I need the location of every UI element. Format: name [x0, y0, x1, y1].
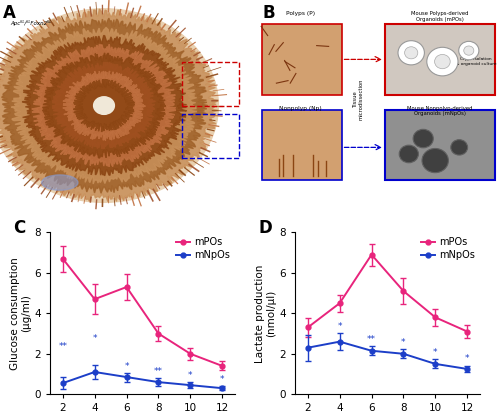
Polygon shape — [74, 79, 134, 132]
Text: Nonpolyp (Np): Nonpolyp (Np) — [280, 105, 322, 110]
Polygon shape — [63, 71, 146, 141]
Text: A: A — [2, 5, 16, 22]
Circle shape — [464, 46, 474, 55]
Text: C: C — [13, 220, 25, 237]
Text: Apcᴷᴸ/ᴷᴸFoxn2ᴷᴸ: Apcᴷᴸ/ᴷᴸFoxn2ᴷᴸ — [10, 20, 51, 26]
Polygon shape — [2, 18, 208, 193]
Bar — [385, 24, 495, 95]
Circle shape — [398, 41, 424, 65]
Circle shape — [404, 47, 418, 59]
Y-axis label: Lactate production
(nmol/μl): Lactate production (nmol/μl) — [255, 264, 276, 363]
Text: **: ** — [367, 335, 376, 344]
Polygon shape — [32, 44, 176, 167]
Circle shape — [451, 140, 468, 155]
Ellipse shape — [94, 97, 114, 115]
Text: *: * — [338, 322, 342, 331]
Text: *: * — [433, 349, 438, 357]
Legend: mPOs, mNpOs: mPOs, mNpOs — [421, 237, 475, 260]
Bar — [182, 61, 239, 105]
Circle shape — [427, 47, 458, 76]
Text: *: * — [220, 375, 224, 384]
Bar — [385, 110, 495, 181]
Text: B: B — [262, 5, 275, 22]
Polygon shape — [22, 35, 186, 176]
Circle shape — [399, 145, 418, 163]
Text: **: ** — [58, 342, 68, 351]
Text: Tissue
microdissection: Tissue microdissection — [353, 78, 364, 120]
Y-axis label: Glucose consumption
(μg/ml): Glucose consumption (μg/ml) — [10, 257, 32, 370]
Bar — [262, 110, 342, 181]
Polygon shape — [12, 27, 197, 184]
Legend: mPOs, mNpOs: mPOs, mNpOs — [176, 237, 230, 260]
Text: Crypt isolation
& organoid culture: Crypt isolation & organoid culture — [456, 57, 496, 66]
Polygon shape — [0, 9, 218, 202]
Circle shape — [458, 42, 479, 60]
Text: **: ** — [154, 366, 163, 376]
Text: *: * — [401, 338, 406, 347]
Text: *: * — [92, 334, 97, 343]
Text: Polyps (P): Polyps (P) — [286, 11, 316, 16]
Text: Mouse Polyps-derived
Organoids (mPOs): Mouse Polyps-derived Organoids (mPOs) — [411, 11, 469, 22]
Circle shape — [422, 149, 448, 173]
Ellipse shape — [0, 9, 218, 203]
Polygon shape — [52, 62, 156, 149]
Bar — [262, 24, 342, 95]
Text: *: * — [124, 362, 129, 371]
Bar — [182, 115, 239, 159]
Text: *: * — [188, 371, 192, 380]
Text: Mouse Nonpolyp-derived
Organoids (mNpOs): Mouse Nonpolyp-derived Organoids (mNpOs) — [407, 105, 473, 116]
Circle shape — [413, 129, 434, 148]
Circle shape — [434, 54, 450, 69]
Text: D: D — [258, 220, 272, 237]
Text: *: * — [465, 354, 469, 364]
Ellipse shape — [42, 175, 78, 190]
Polygon shape — [42, 53, 166, 158]
